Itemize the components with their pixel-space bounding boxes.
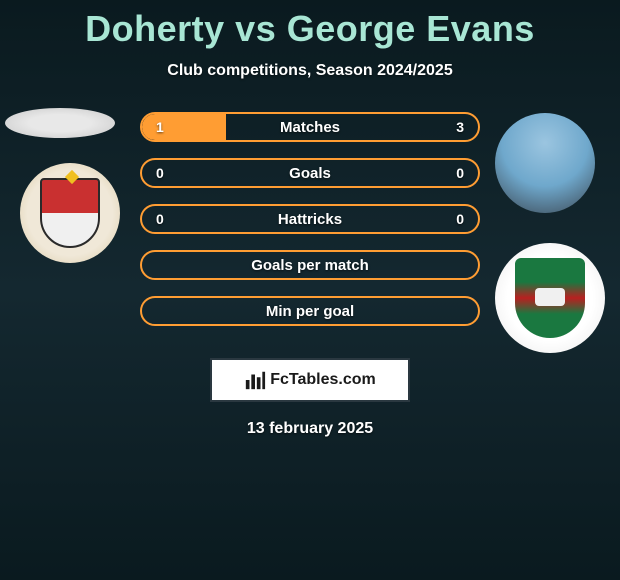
page-title: Doherty vs George Evans (0, 0, 620, 50)
player-left-avatar (5, 108, 115, 138)
stat-row: 0Hattricks0 (140, 204, 480, 234)
stat-row: Goals per match (140, 250, 480, 280)
stat-row: 1Matches3 (140, 112, 480, 142)
brand-badge: FcTables.com (210, 358, 410, 402)
stat-label: Goals (142, 165, 478, 182)
stat-row: Min per goal (140, 296, 480, 326)
stat-label: Matches (142, 119, 478, 136)
club-left-crest (20, 163, 120, 263)
club-right-crest (495, 243, 605, 353)
stat-value-right: 0 (444, 211, 464, 227)
stat-rows: 1Matches30Goals00Hattricks0Goals per mat… (140, 112, 480, 342)
stat-label: Goals per match (142, 257, 478, 274)
brand-prefix: Fc (270, 371, 289, 388)
stat-value-right: 3 (444, 119, 464, 135)
player-right-avatar (495, 113, 595, 213)
stat-label: Min per goal (142, 303, 478, 320)
stat-row: 0Goals0 (140, 158, 480, 188)
stat-label: Hattricks (142, 211, 478, 228)
bars-icon (244, 369, 266, 391)
subtitle: Club competitions, Season 2024/2025 (0, 62, 620, 80)
brand-suffix: Tables.com (289, 371, 376, 388)
stat-value-right: 0 (444, 165, 464, 181)
footer-date: 13 february 2025 (0, 420, 620, 438)
